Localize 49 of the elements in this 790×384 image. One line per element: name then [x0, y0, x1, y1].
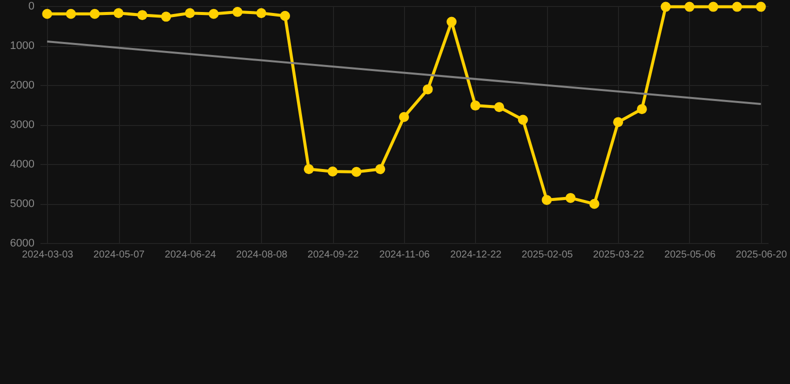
- point: [208, 8, 219, 19]
- point: [589, 198, 600, 209]
- point: [351, 166, 362, 177]
- x-tick-label: 2024-11-06: [379, 250, 430, 260]
- y-tick-label: 5000: [10, 198, 34, 210]
- point: [375, 164, 386, 174]
- point: [256, 8, 266, 18]
- point: [566, 192, 576, 203]
- point: [518, 114, 528, 125]
- point: [613, 117, 624, 128]
- point: [304, 164, 314, 174]
- point: [494, 102, 504, 112]
- x-tick-label: 2025-06-20: [736, 250, 788, 260]
- x-tick-label: 2024-12-22: [450, 250, 502, 260]
- point: [184, 8, 195, 18]
- x-tick-label: 2025-05-06: [664, 250, 716, 260]
- point: [470, 100, 480, 111]
- point: [66, 8, 76, 19]
- point: [422, 84, 433, 94]
- y-tick-label: 3000: [10, 119, 34, 131]
- x-tick-label: 2024-06-24: [164, 250, 216, 260]
- point: [684, 2, 694, 12]
- point: [114, 8, 124, 18]
- point: [660, 2, 671, 12]
- x-tick-label: 2024-09-22: [308, 250, 360, 260]
- point: [708, 2, 718, 12]
- y-tick-label: 2000: [10, 80, 34, 92]
- x-tick-label: 2025-02-05: [522, 250, 574, 260]
- point: [90, 8, 100, 19]
- x-tick-label: 2025-03-22: [593, 250, 645, 260]
- point: [42, 8, 52, 19]
- point: [732, 2, 742, 12]
- point: [232, 6, 242, 17]
- x-tick-label: 2024-08-08: [236, 250, 288, 260]
- point: [328, 166, 338, 176]
- point: [756, 2, 766, 12]
- x-tick-label: 2024-03-03: [22, 250, 74, 260]
- x-tick-label: 2024-05-07: [93, 250, 146, 260]
- point: [446, 16, 457, 27]
- point: [636, 104, 647, 114]
- y-tick-label: 1000: [10, 40, 34, 52]
- point: [399, 112, 409, 122]
- y-tick-label: 0: [28, 0, 34, 12]
- y-tick-label: 4000: [10, 158, 34, 170]
- point: [137, 10, 148, 20]
- point: [542, 194, 552, 205]
- point: [161, 12, 172, 22]
- y-tick-label: 6000: [10, 238, 34, 250]
- point: [280, 10, 290, 21]
